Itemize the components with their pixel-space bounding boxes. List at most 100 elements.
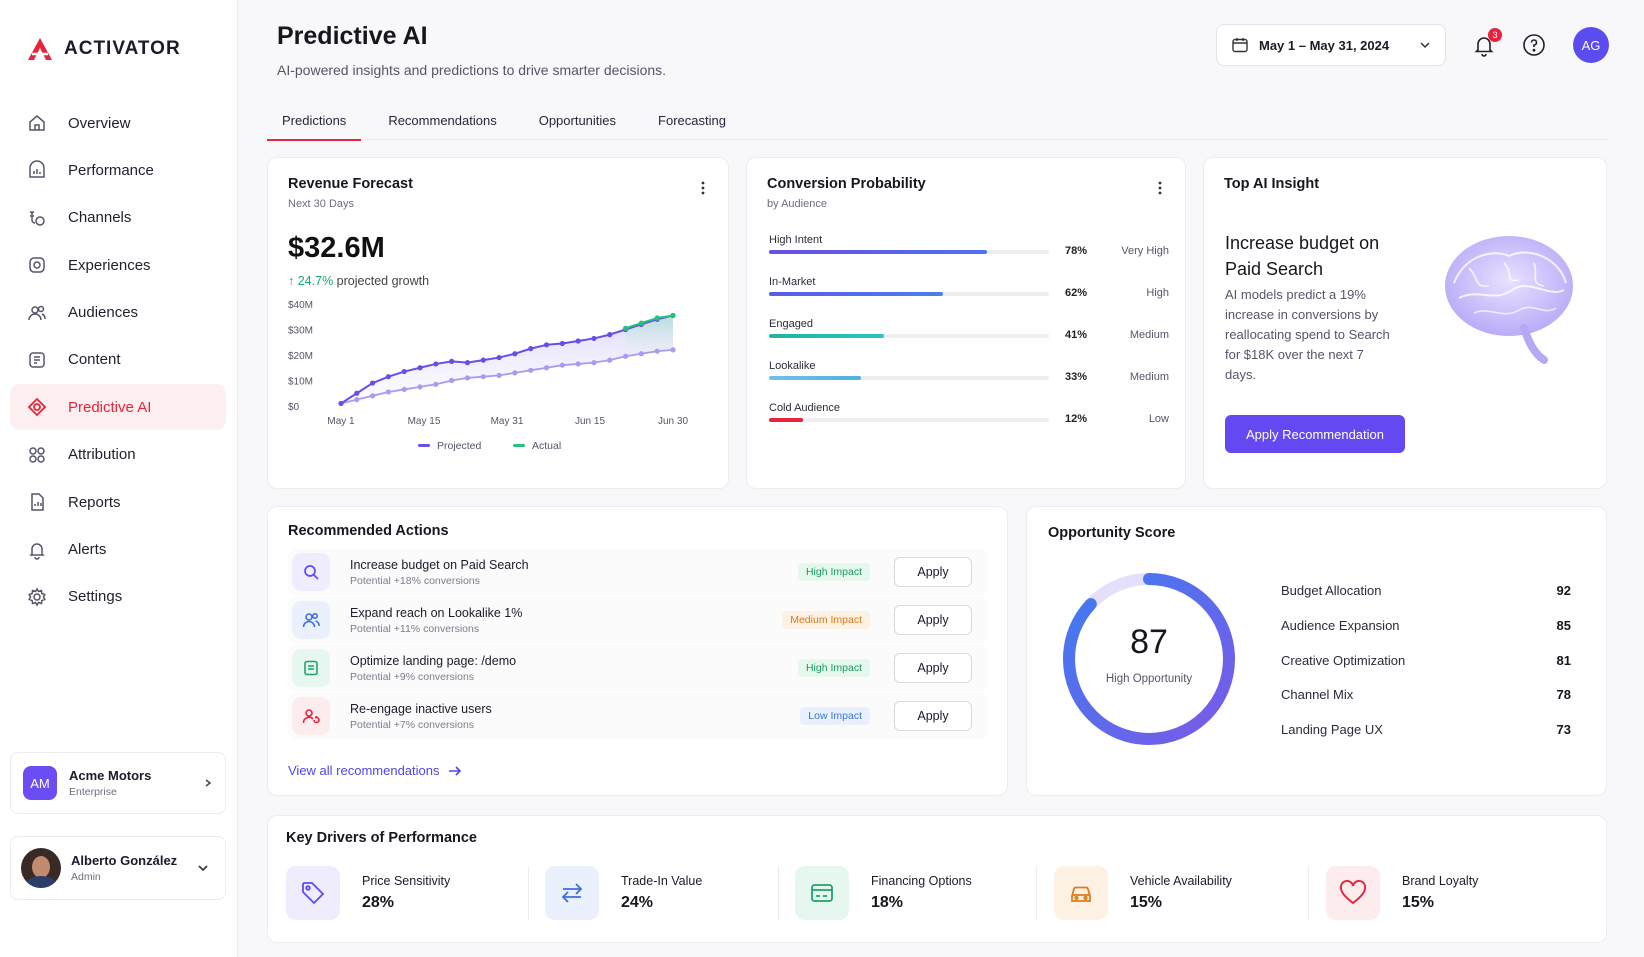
org-switcher[interactable]: AM Acme Motors Enterprise — [10, 752, 226, 814]
card-title: Top AI Insight — [1224, 176, 1320, 192]
bell-icon — [26, 539, 48, 561]
probability-bar-fill — [769, 334, 884, 338]
sidebar-item-reports[interactable]: Reports — [10, 479, 226, 525]
notifications-bell-icon[interactable] — [1472, 33, 1496, 57]
sidebar-item-performance[interactable]: Performance — [10, 147, 226, 193]
tab-predictions[interactable]: Predictions — [267, 100, 362, 141]
sidebar-item-alerts[interactable]: Alerts — [10, 527, 226, 573]
legend-label: Actual — [532, 440, 561, 452]
sidebar-item-channels[interactable]: Channels — [10, 195, 226, 241]
tab-opportunities[interactable]: Opportunities — [538, 112, 617, 128]
more-options-icon[interactable] — [700, 180, 706, 196]
card-title: Conversion Probability — [767, 176, 926, 192]
projected-point — [385, 374, 392, 380]
insight-headline: Increase budget on Paid Search — [1225, 233, 1380, 279]
driver-label: Price Sensitivity — [362, 874, 451, 888]
page-subtitle: AI-powered insights and predictions to d… — [277, 62, 667, 78]
conversion-row: In-Market 62% High — [769, 276, 1169, 310]
conversion-row: Lookalike 33% Medium — [769, 360, 1169, 394]
page-title: Predictive AI — [277, 22, 428, 50]
probability-level: Medium — [1129, 371, 1169, 383]
baseline-point — [559, 362, 565, 368]
projected-point — [528, 346, 534, 352]
driver-label: Trade-In Value — [621, 874, 703, 888]
x-tick-label: Jun 15 — [575, 416, 605, 427]
score-row: Audience Expansion 85 — [1281, 618, 1571, 633]
driver-item: Vehicle Availability 15% — [1054, 866, 1232, 920]
sidebar-item-content[interactable]: Content — [10, 337, 226, 383]
sidebar-item-attribution[interactable]: Attribution — [10, 432, 226, 478]
shield-icon — [26, 254, 48, 276]
conversion-row: Engaged 41% Medium — [769, 318, 1169, 352]
list-item[interactable]: Expand reach on Lookalike 1% Potential +1… — [288, 597, 988, 643]
probability-level: Medium — [1129, 329, 1169, 341]
apply-button[interactable]: Apply — [894, 605, 972, 635]
card-title: Recommended Actions — [288, 523, 449, 539]
car-icon — [1054, 866, 1108, 920]
app-logo[interactable]: ACTIVATOR — [26, 36, 181, 62]
revenue-line-chart: $40M $30M $20M $10M $0 May 1 May 15 May 31 Jun 1… — [288, 300, 688, 452]
sidebar-item-predictive-ai[interactable]: Predictive AI — [10, 384, 226, 431]
more-options-icon[interactable] — [1157, 180, 1163, 196]
baseline-line — [340, 349, 674, 405]
gear-icon — [26, 586, 48, 608]
apply-recommendation-button[interactable]: Apply Recommendation — [1225, 415, 1405, 453]
view-all-recommendations-link[interactable]: View all recommendations — [288, 763, 462, 778]
sidebar-item-settings[interactable]: Settings — [10, 574, 226, 620]
sidebar-item-audiences[interactable]: Audiences — [10, 290, 226, 336]
baseline-point — [670, 347, 676, 353]
sidebar-item-label: Content — [68, 351, 121, 369]
sidebar-item-overview[interactable]: Overview — [10, 100, 226, 146]
apply-button[interactable]: Apply — [894, 557, 972, 587]
swap-icon — [545, 866, 599, 920]
driver-label: Financing Options — [871, 874, 972, 888]
chevron-right-icon — [205, 779, 212, 787]
list-item[interactable]: Optimize landing page: /demo Potential +9… — [288, 645, 988, 691]
legend-swatch — [418, 444, 430, 447]
driver-value: 28% — [362, 894, 395, 911]
user-refresh-icon — [292, 697, 330, 735]
sidebar-nav: Overview Performance Channels Experience… — [10, 100, 226, 621]
help-icon[interactable] — [1522, 33, 1546, 57]
x-tick-label: May 15 — [408, 416, 441, 427]
logo-mark-icon — [28, 38, 52, 60]
impact-badge: High Impact — [797, 563, 870, 581]
org-avatar: AM — [23, 766, 57, 800]
score-row-label: Channel Mix — [1281, 687, 1354, 702]
list-item[interactable]: Increase budget on Paid Search Potential … — [288, 549, 988, 595]
avatar[interactable]: AG — [1573, 27, 1609, 63]
notification-count-badge: 3 — [1488, 28, 1502, 42]
impact-badge: Medium Impact — [782, 611, 870, 629]
probability-value: 62% — [1065, 287, 1088, 299]
baseline-point — [370, 393, 376, 399]
sidebar-item-label: Channels — [68, 209, 132, 227]
projected-point — [543, 342, 550, 348]
score-row: Landing Page UX 73 — [1281, 722, 1571, 737]
score-row-value: 85 — [1556, 618, 1571, 633]
home-icon — [26, 112, 48, 134]
audience-label: In-Market — [769, 276, 816, 288]
sidebar-item-label: Predictive AI — [68, 398, 152, 416]
user-role: Admin — [71, 871, 101, 883]
apply-button[interactable]: Apply — [894, 701, 972, 731]
tab-recommendations[interactable]: Recommendations — [388, 112, 497, 128]
score-row: Budget Allocation 92 — [1281, 583, 1571, 598]
user-menu[interactable]: Alberto González Admin — [10, 836, 226, 900]
list-item[interactable]: Re-engage inactive users Potential +7% co… — [288, 693, 988, 739]
action-title: Re-engage inactive users — [350, 701, 492, 716]
audience-label: Lookalike — [769, 360, 816, 372]
baseline-point — [512, 370, 518, 376]
date-range-picker[interactable]: May 1 – May 31, 2024 — [1216, 24, 1446, 66]
projected-point — [559, 340, 565, 347]
baseline-point — [528, 367, 534, 373]
sidebar-item-experiences[interactable]: Experiences — [10, 242, 226, 288]
baseline-point — [591, 360, 597, 366]
legend-label: Projected — [437, 440, 482, 452]
projected-point — [591, 335, 597, 342]
baseline-point — [480, 374, 486, 380]
divider — [1036, 866, 1037, 920]
users-icon — [26, 302, 48, 324]
conversion-probability-card: Conversion Probability by Audience High … — [746, 157, 1186, 489]
apply-button[interactable]: Apply — [894, 653, 972, 683]
tab-forecasting[interactable]: Forecasting — [658, 112, 726, 128]
